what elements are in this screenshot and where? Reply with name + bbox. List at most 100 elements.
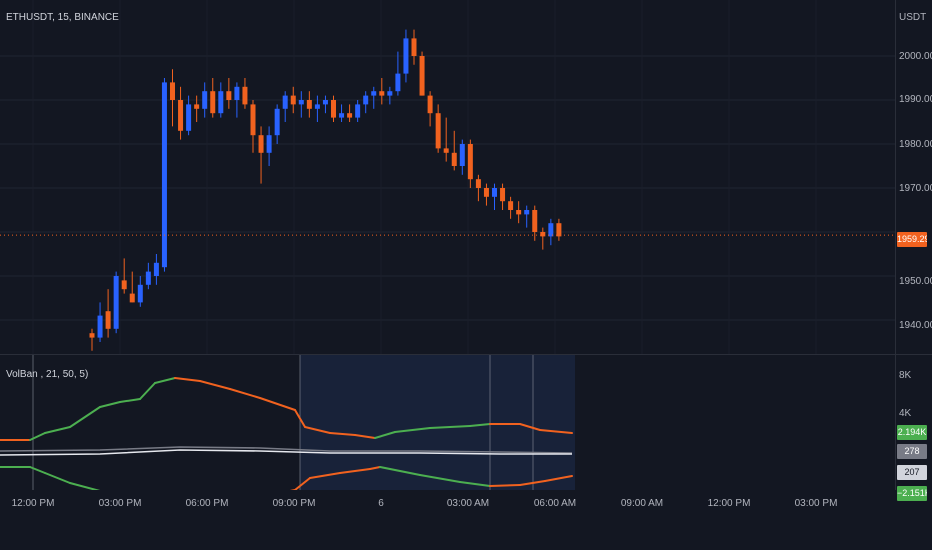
lower-band-segment: [44, 472, 71, 484]
candle-body: [226, 91, 232, 100]
candle-body: [508, 201, 514, 210]
time-axis-label: 12:00 PM: [707, 498, 751, 509]
candle-body: [532, 210, 538, 232]
upper-band-segment: [469, 423, 491, 427]
upper-band-segment: [229, 388, 261, 399]
time-axis-label: 03:00 AM: [446, 498, 490, 509]
time-axis-label: 09:00 PM: [272, 498, 316, 509]
candle-body: [129, 293, 135, 303]
candle-body: [516, 210, 522, 215]
candle-body: [459, 144, 465, 166]
candle-body: [403, 38, 409, 74]
candle-body: [145, 271, 151, 285]
lower-band-segment: [544, 475, 573, 482]
indicator-pane[interactable]: [0, 355, 895, 490]
candle-body: [347, 113, 353, 118]
indicator-axis-tick: 8K: [899, 370, 912, 381]
price-axis-tick: 1970.00: [899, 183, 932, 194]
candle-body: [113, 276, 119, 329]
indicator-title[interactable]: VolBan , 21, 50, 5): [6, 369, 89, 380]
last-price-tag: 1959.29: [897, 232, 927, 247]
symbol-title[interactable]: ETHUSDT, 15, BINANCE: [6, 12, 119, 23]
candle-body: [306, 100, 312, 109]
indicator-highlight-zone: [300, 355, 575, 490]
candle-body: [170, 82, 175, 100]
upper-band-segment: [374, 431, 396, 439]
candle-body: [500, 188, 506, 202]
candle-body: [314, 104, 320, 109]
candle-body: [178, 100, 184, 131]
candle-body: [274, 108, 280, 136]
candle-body: [540, 232, 546, 237]
candle-body: [290, 95, 296, 105]
candle-body: [451, 152, 457, 166]
upper-band-segment: [519, 423, 541, 431]
candle-body: [387, 91, 393, 96]
lower-band-segment: [419, 474, 461, 483]
pane-separator[interactable]: [0, 354, 932, 355]
candle-body: [282, 95, 288, 109]
lower-band-segment: [69, 482, 101, 490]
upper-band-segment: [259, 397, 296, 411]
lower-band-segment: [369, 466, 381, 470]
upper-band-segment: [154, 377, 176, 384]
price-axis-tick: 2000.00: [899, 51, 932, 62]
indicator-mid1-tag: 278: [897, 444, 927, 459]
candle-body: [355, 104, 361, 118]
candle-body: [153, 262, 159, 276]
candle-body: [556, 223, 562, 237]
indicator-upper-tag: 2.194K: [897, 425, 927, 440]
price-axis-tick: 1990.00: [899, 94, 932, 105]
upper-band-segment: [29, 432, 46, 441]
upper-band-segment: [429, 425, 471, 429]
price-axis-tick: 1950.00: [899, 276, 932, 287]
candle-body: [298, 100, 304, 105]
candle-body: [97, 315, 103, 338]
upper-band-segment: [539, 429, 573, 434]
candle-body: [419, 56, 425, 96]
indicator-mid-line-white: [0, 449, 572, 456]
price-chart-canvas[interactable]: [0, 0, 895, 354]
candle-body: [395, 73, 401, 92]
lower-band-segment: [294, 477, 311, 490]
upper-band-segment: [294, 409, 306, 428]
lower-band-segment: [339, 468, 371, 474]
candle-body: [524, 210, 530, 215]
candle-body: [137, 284, 143, 303]
time-axis-label: 12:00 PM: [11, 498, 55, 509]
price-axis-separator: [895, 0, 896, 490]
indicator-axis-tick: 4K: [899, 408, 912, 419]
candle-body: [210, 91, 216, 114]
price-pane[interactable]: [0, 0, 895, 354]
upper-band-segment: [304, 426, 331, 434]
upper-band-segment: [44, 426, 71, 434]
upper-band-segment: [199, 380, 231, 390]
candle-body: [266, 135, 272, 153]
candle-body: [467, 144, 473, 180]
candle-body: [379, 91, 385, 96]
indicator-chart-canvas[interactable]: [0, 355, 895, 490]
upper-band-segment: [69, 406, 101, 428]
candle-body: [483, 188, 489, 197]
candle-body: [234, 86, 240, 100]
candle-body: [475, 179, 481, 188]
candle-body: [371, 91, 377, 96]
candle-body: [218, 91, 224, 114]
lower-band-segment: [489, 484, 521, 487]
candle-body: [548, 223, 554, 237]
candle-body: [242, 86, 248, 105]
candle-body: [250, 104, 256, 136]
candle-body: [443, 148, 449, 153]
upper-band-segment: [394, 427, 431, 433]
lower-band-segment: [309, 472, 341, 479]
candle-body: [89, 333, 95, 338]
time-axis-label: 03:00 PM: [98, 498, 142, 509]
lower-band-segment: [379, 466, 421, 476]
candle-body: [322, 100, 328, 105]
upper-band-segment: [354, 434, 376, 439]
lower-band-segment: [29, 466, 46, 474]
indicator-mid2-tag: 207: [897, 465, 927, 480]
time-axis-label: 6: [378, 498, 384, 509]
indicator-lower-tag: −2.151K: [897, 486, 927, 501]
candle-body: [161, 82, 167, 268]
